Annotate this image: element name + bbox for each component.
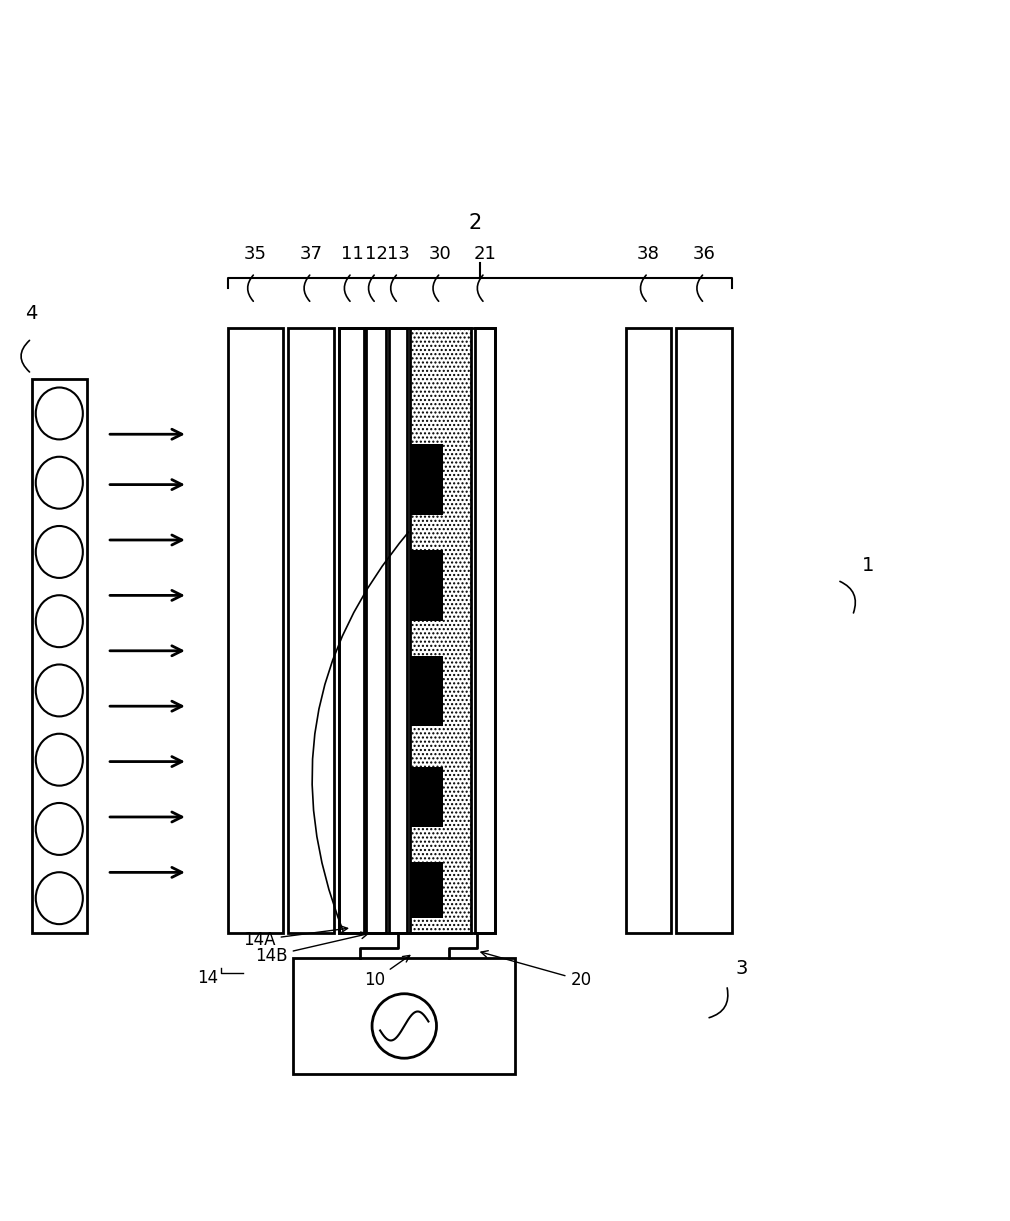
Bar (338, 328, 364, 933)
Bar (366, 328, 386, 933)
Text: 21: 21 (474, 245, 496, 263)
Text: 14: 14 (197, 969, 218, 987)
Ellipse shape (35, 595, 83, 647)
Text: 37: 37 (300, 245, 323, 263)
Text: 35: 35 (243, 245, 267, 263)
Bar (31, 379, 87, 933)
Ellipse shape (35, 664, 83, 717)
Text: 30: 30 (429, 245, 451, 263)
Bar (294, 958, 515, 1073)
Ellipse shape (35, 734, 83, 785)
Text: 38: 38 (636, 245, 660, 263)
Text: 1: 1 (862, 557, 874, 575)
Text: 14B: 14B (256, 932, 368, 965)
Bar (410, 328, 471, 933)
Bar (410, 551, 442, 620)
Text: 2: 2 (469, 212, 482, 233)
Bar (289, 328, 333, 933)
Bar (410, 767, 442, 827)
Text: 4: 4 (25, 304, 37, 324)
Ellipse shape (35, 526, 83, 578)
Bar (626, 328, 672, 933)
Bar (228, 328, 284, 933)
Text: 36: 36 (693, 245, 716, 263)
Text: 10: 10 (364, 956, 410, 989)
Text: 14A: 14A (243, 926, 347, 949)
Ellipse shape (35, 387, 83, 440)
Ellipse shape (35, 872, 83, 924)
Text: 20: 20 (481, 951, 592, 989)
Bar (677, 328, 731, 933)
Bar (410, 862, 442, 918)
Text: 12: 12 (365, 245, 388, 263)
Text: 3: 3 (735, 960, 747, 978)
Bar (338, 328, 495, 933)
Ellipse shape (35, 803, 83, 855)
Ellipse shape (35, 457, 83, 509)
Bar (410, 444, 442, 515)
Bar (410, 328, 471, 933)
Text: 11: 11 (340, 245, 364, 263)
Bar (475, 328, 495, 933)
Bar (389, 328, 407, 933)
Bar (410, 656, 442, 726)
Text: 13: 13 (387, 245, 410, 263)
